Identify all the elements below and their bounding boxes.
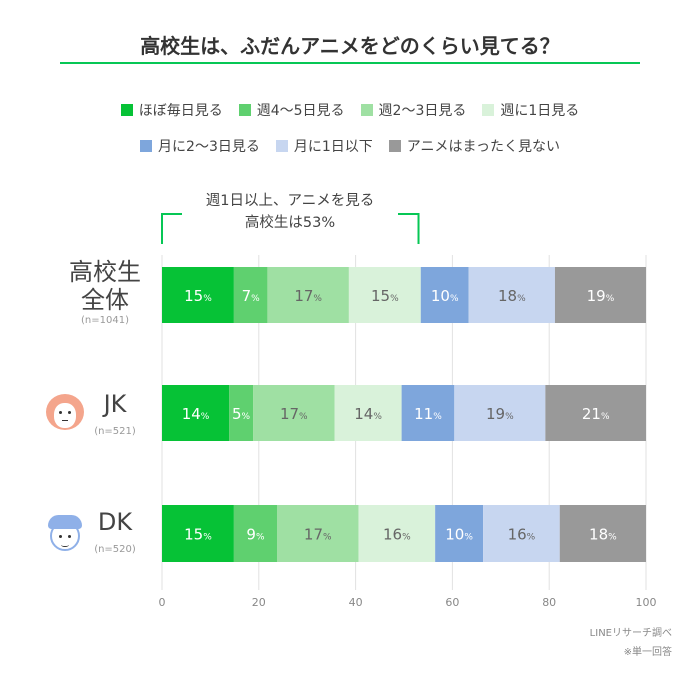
bar-segment xyxy=(253,385,335,441)
x-tick-label: 100 xyxy=(636,596,657,609)
row-label-text: DK xyxy=(97,508,133,536)
bar-segment xyxy=(229,385,254,441)
legend-item: 月に1日以下 xyxy=(275,136,373,156)
legend-row-1: ほぼ毎日見る 週4～5日見る 週2～3日見る 週に1日見る xyxy=(0,100,700,120)
bar-value-label: 19% xyxy=(587,287,615,305)
legend-swatch xyxy=(482,104,495,116)
legend-swatch xyxy=(275,140,288,152)
legend-swatch xyxy=(120,104,133,116)
bar-value-label: 17% xyxy=(280,405,308,423)
bar-segment xyxy=(233,267,268,323)
bar-value-label: 18% xyxy=(589,526,617,544)
x-tick-label: 40 xyxy=(349,596,363,609)
legend-swatch xyxy=(140,140,153,152)
bar-segment xyxy=(162,505,234,562)
annotation-line-1: 週1日以上、アニメを見る xyxy=(205,193,375,209)
bar-value-label: 7% xyxy=(242,287,261,305)
bar-segment xyxy=(233,505,278,562)
bar-segment xyxy=(277,505,359,562)
boy-face-icon xyxy=(48,515,82,551)
row-label-all: 高校生全体 (n=1041) xyxy=(60,258,150,328)
bar-value-label: 15% xyxy=(184,287,212,305)
source-text: LINEリサーチ調べ xyxy=(589,628,672,639)
legend-swatch xyxy=(360,104,373,116)
title-underline xyxy=(60,62,640,64)
bar-segment xyxy=(401,385,455,441)
bar-value-label: 15% xyxy=(371,287,399,305)
annotation-bracket xyxy=(161,213,420,244)
legend-label: 週に1日見る xyxy=(500,103,580,119)
legend-label: ほぼ毎日見る xyxy=(138,103,223,119)
annotation-line-2: 高校生は53% xyxy=(244,215,336,231)
legend-label: アニメはまったく見ない xyxy=(406,139,560,155)
bar-value-label: 15% xyxy=(184,526,212,544)
bar-value-label: 17% xyxy=(294,287,322,305)
bar-value-label: 11% xyxy=(414,405,442,423)
row-label-text: 高校生全体 xyxy=(69,258,141,314)
legend-item: 週4～5日見る xyxy=(238,100,345,120)
legend-item: 週に1日見る xyxy=(482,100,579,120)
legend-item: アニメはまったく見ない xyxy=(388,136,560,156)
answer-note: ※単一回答 xyxy=(623,647,672,658)
legend-row-2: 月に2～3日見る 月に1日以下 アニメはまったく見ない xyxy=(0,136,700,156)
x-tick-label: 80 xyxy=(542,596,556,609)
bar-segment xyxy=(554,267,646,323)
bar-segment xyxy=(348,267,421,323)
bar-value-label: 14% xyxy=(354,405,382,423)
bar-value-label: 18% xyxy=(498,287,526,305)
bar-segment xyxy=(334,385,402,441)
legend-swatch xyxy=(238,104,251,116)
legend-item: 月に2～3日見る xyxy=(140,136,260,156)
legend-label: 月に2～3日見る xyxy=(158,139,260,155)
bar-value-label: 19% xyxy=(486,405,514,423)
bar-value-label: 16% xyxy=(383,526,411,544)
source-note: LINEリサーチ調べ ※単一回答 xyxy=(590,624,672,662)
legend-item: 週2～3日見る xyxy=(360,100,467,120)
bar-value-label: 5% xyxy=(232,405,251,423)
bar-segment xyxy=(559,505,646,562)
bar-value-label: 10% xyxy=(445,526,473,544)
bar-value-label: 10% xyxy=(431,287,459,305)
bar-segment xyxy=(468,267,555,323)
bar-segment xyxy=(420,267,469,323)
row-label-dk: DK (n=520) xyxy=(90,508,140,564)
legend-swatch xyxy=(388,140,401,152)
bar-segment xyxy=(435,505,484,562)
legend-item: ほぼ毎日見る xyxy=(120,100,223,120)
legend-label: 週4～5日見る xyxy=(256,103,345,119)
row-n: (n=520) xyxy=(94,544,136,555)
bar-value-label: 21% xyxy=(582,405,610,423)
row-n: (n=1041) xyxy=(81,315,129,326)
row-n: (n=521) xyxy=(94,426,136,437)
annotation: 週1日以上、アニメを見る 高校生は53% xyxy=(190,190,390,234)
bar-segment xyxy=(267,267,349,323)
x-tick-label: 60 xyxy=(445,596,459,609)
x-tick-label: 0 xyxy=(159,596,166,609)
x-tick-label: 20 xyxy=(252,596,266,609)
bar-value-label: 17% xyxy=(304,526,332,544)
bar-segment xyxy=(483,505,560,562)
bar-value-label: 9% xyxy=(246,526,265,544)
row-label-text: JK xyxy=(103,390,127,418)
bar-segment xyxy=(545,385,646,441)
legend-label: 週2～3日見る xyxy=(378,103,467,119)
legend-label: 月に1日以下 xyxy=(293,139,373,155)
bar-segment xyxy=(358,505,436,562)
row-label-jk: JK (n=521) xyxy=(90,390,140,446)
bar-segment xyxy=(454,385,546,441)
girl-face-icon xyxy=(46,394,84,430)
bar-value-label: 16% xyxy=(508,526,536,544)
bar-segment xyxy=(162,385,230,441)
bar-segment xyxy=(162,267,234,323)
chart-title: 高校生は、ふだんアニメをどのくらい見てる？ xyxy=(140,34,560,58)
bar-value-label: 14% xyxy=(182,405,210,423)
